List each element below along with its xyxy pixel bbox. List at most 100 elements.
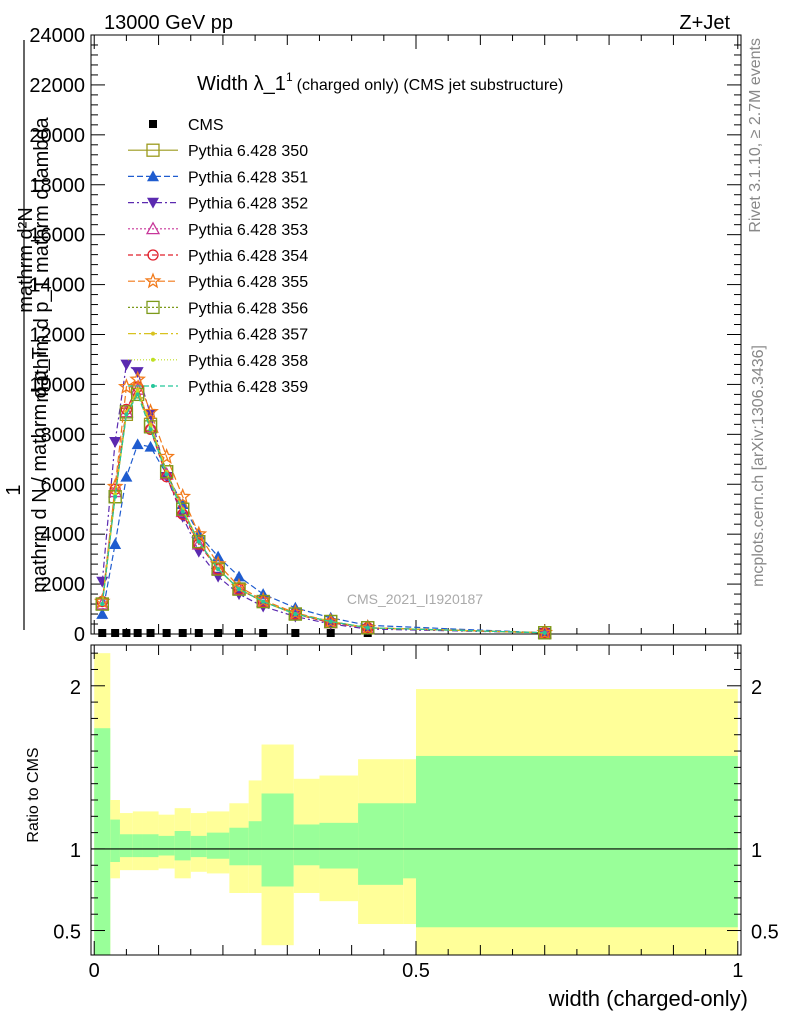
data-point bbox=[158, 447, 176, 464]
data-point bbox=[98, 629, 107, 638]
ratio-axis-ticks: 0.5 0.5 1 1 2 2 0 0.5 1 bbox=[53, 645, 779, 982]
data-point bbox=[120, 470, 133, 482]
data-point bbox=[214, 629, 223, 638]
plot-title: Width λ_11 (charged only) (CMS jet substr… bbox=[197, 70, 563, 95]
data-point bbox=[109, 538, 122, 549]
ratio-ytick-label: 0.5 bbox=[53, 922, 81, 944]
data-point bbox=[536, 624, 554, 640]
ratio-band-inner bbox=[190, 835, 207, 858]
legend-label: CMS bbox=[188, 117, 224, 134]
legend-label: Pythia 6.428 351 bbox=[188, 169, 308, 186]
ratio-band-inner bbox=[416, 755, 738, 928]
data-point bbox=[129, 370, 146, 387]
data-point bbox=[232, 582, 246, 596]
data-point bbox=[148, 427, 153, 432]
ratio-band-inner bbox=[229, 827, 249, 866]
data-point bbox=[144, 272, 162, 289]
legend-label: Pythia 6.428 350 bbox=[188, 143, 308, 160]
data-point bbox=[235, 629, 244, 638]
data-point bbox=[143, 420, 158, 434]
ratio-band-inner bbox=[119, 834, 133, 858]
series-line bbox=[101, 443, 545, 634]
data-point bbox=[146, 143, 160, 157]
ratio-xtick-label: 0.5 bbox=[402, 960, 430, 982]
data-point bbox=[211, 562, 225, 576]
main-ytick-label: 24000 bbox=[29, 25, 85, 47]
header-left: 13000 GeV pp bbox=[104, 12, 233, 34]
main-ytick-label: 4000 bbox=[41, 524, 86, 546]
legend-entry: Pythia 6.428 357 bbox=[128, 327, 308, 344]
plot-title-sup: 1 bbox=[286, 70, 293, 84]
ratio-band-inner bbox=[94, 728, 111, 955]
data-point bbox=[233, 570, 246, 582]
data-point bbox=[256, 594, 270, 609]
series-line bbox=[101, 392, 545, 634]
main-ytick-label: 18000 bbox=[29, 175, 85, 197]
main-ylabel-line3: 1 bbox=[3, 484, 25, 495]
ratio-ylabel: Ratio to CMS bbox=[25, 747, 42, 842]
data-point bbox=[326, 629, 335, 638]
main-ytick-label: 6000 bbox=[41, 474, 86, 496]
legend: CMS Pythia 6.428 350 Pythia 6.428 351 Pythi… bbox=[128, 117, 308, 396]
data-point bbox=[175, 504, 190, 518]
plot-title-suffix: (charged only) (CMS jet substructure) bbox=[297, 77, 564, 94]
data-point bbox=[149, 120, 157, 128]
legend-entry: Pythia 6.428 350 bbox=[128, 143, 308, 160]
data-point bbox=[291, 629, 300, 638]
ratio-ytick-label-right: 0.5 bbox=[751, 922, 779, 944]
data-point bbox=[322, 612, 340, 629]
data-point bbox=[117, 378, 135, 395]
ratio-ytick-label-right: 2 bbox=[751, 677, 762, 699]
main-ytick-label: 8000 bbox=[41, 424, 86, 446]
ratio-band-inner bbox=[358, 803, 404, 885]
data-point bbox=[178, 629, 187, 638]
legend-entry: Pythia 6.428 355 bbox=[128, 272, 308, 291]
data-point bbox=[542, 630, 547, 635]
ratio-band-inner bbox=[248, 821, 262, 866]
mcplots-label: mcplots.cern.ch [arXiv:1306.3436] bbox=[750, 345, 767, 587]
ratio-band-inner bbox=[174, 831, 191, 861]
data-point bbox=[176, 502, 190, 516]
data-point bbox=[162, 629, 171, 638]
header-right: Z+Jet bbox=[679, 12, 730, 34]
data-point bbox=[259, 629, 268, 638]
legend-label: Pythia 6.428 352 bbox=[188, 196, 308, 213]
data-point bbox=[293, 612, 298, 617]
legend-label: Pythia 6.428 358 bbox=[188, 353, 308, 370]
data-point bbox=[328, 619, 333, 624]
legend-entry: Pythia 6.428 354 bbox=[128, 248, 308, 265]
main-ytick-label: 12000 bbox=[29, 325, 85, 347]
data-point bbox=[111, 629, 120, 638]
legend-entry: Pythia 6.428 356 bbox=[128, 300, 308, 317]
data-point bbox=[95, 597, 109, 611]
ratio-band-inner bbox=[319, 822, 359, 869]
legend-label: Pythia 6.428 357 bbox=[188, 327, 308, 344]
data-point bbox=[324, 614, 338, 629]
legend-label: Pythia 6.428 359 bbox=[188, 379, 308, 396]
main-ylabel-line1: mathrm d²N bbox=[15, 207, 37, 313]
ratio-xtick-label: 1 bbox=[732, 960, 743, 982]
data-point bbox=[288, 607, 302, 621]
main-ytick-label: 16000 bbox=[29, 225, 85, 247]
data-point bbox=[233, 583, 245, 595]
ratio-ytick-label-right: 1 bbox=[751, 840, 762, 862]
main-ytick-label: 0 bbox=[74, 624, 85, 646]
ratio-band-inner bbox=[110, 819, 120, 862]
legend-entry: Pythia 6.428 353 bbox=[128, 221, 308, 239]
analysis-watermark: CMS_2021_I1920187 bbox=[347, 591, 483, 607]
data-point bbox=[124, 412, 129, 417]
data-point bbox=[122, 629, 131, 638]
ratio-band-inner bbox=[132, 834, 143, 858]
data-point bbox=[365, 625, 370, 630]
data-point bbox=[159, 466, 174, 480]
data-point bbox=[257, 595, 269, 608]
data-point bbox=[196, 539, 201, 544]
data-point bbox=[151, 357, 155, 362]
ratio-band-inner bbox=[403, 803, 416, 879]
data-point bbox=[237, 587, 242, 592]
data-point bbox=[133, 629, 142, 638]
legend-label: Pythia 6.428 354 bbox=[188, 248, 308, 265]
series-pythia-356 bbox=[95, 387, 552, 640]
data-point bbox=[146, 629, 155, 638]
